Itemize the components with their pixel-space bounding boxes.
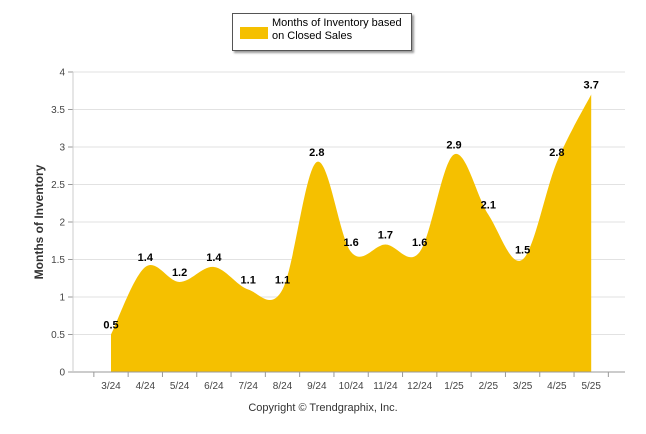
x-tick-label: 11/24 xyxy=(373,381,398,392)
data-label: 2.9 xyxy=(446,140,461,152)
data-labels: 0.5 1.4 1.2 1.4 1.1 1.1 2.8 1.6 1.7 1.6 2.9 2.1 1.5 2… xyxy=(103,80,598,332)
x-tick-label: 4/24 xyxy=(136,381,156,392)
x-tick-label: 1/25 xyxy=(444,381,464,392)
x-tick-label: 6/24 xyxy=(204,381,224,392)
y-tick-label: 0 xyxy=(59,368,65,379)
data-label: 1.6 xyxy=(412,237,427,249)
x-tick-label: 12/24 xyxy=(407,381,432,392)
x-tick-label: 8/24 xyxy=(273,381,293,392)
x-tick-label: 9/24 xyxy=(307,381,327,392)
area-fill xyxy=(111,94,592,372)
data-label: 1.1 xyxy=(275,275,290,287)
x-tick-label: 4/25 xyxy=(547,381,567,392)
y-axis-title: Months of Inventory xyxy=(32,164,46,279)
x-tick-label: 7/24 xyxy=(238,381,258,392)
x-tick-label: 3/25 xyxy=(513,381,533,392)
legend-label: Months of Inventory based on Closed Sale… xyxy=(272,17,402,42)
x-tick-label: 10/24 xyxy=(339,381,364,392)
data-label: 1.4 xyxy=(206,252,222,264)
data-label: 0.5 xyxy=(103,320,118,332)
data-label: 1.1 xyxy=(241,275,256,287)
y-tick-label: 2 xyxy=(59,218,65,229)
x-tick-label: 5/25 xyxy=(581,381,601,392)
y-tick-label: 3 xyxy=(59,143,65,154)
area-series xyxy=(110,94,592,372)
x-tick-label: 5/24 xyxy=(170,381,190,392)
data-label: 2.1 xyxy=(481,200,496,212)
legend: Months of Inventory based on Closed Sale… xyxy=(232,13,412,51)
data-label: 1.5 xyxy=(515,245,530,257)
data-label: 3.7 xyxy=(584,80,599,92)
y-tick-label: 1.5 xyxy=(51,255,65,266)
y-tick-label: 2.5 xyxy=(51,180,65,191)
data-label: 1.7 xyxy=(378,230,393,242)
y-tick-label: 4 xyxy=(59,68,65,79)
data-label: 2.8 xyxy=(549,147,564,159)
x-tick-label: 2/25 xyxy=(479,381,499,392)
data-label: 1.6 xyxy=(343,237,358,249)
x-tick-label: 3/24 xyxy=(101,381,121,392)
axes: 0 0.5 1 1.5 2 2.5 3 3.5 4 3/24 4/24 5/24 6/24 7/24 8/2… xyxy=(51,68,625,392)
copyright-text: Copyright © Trendgraphix, Inc. xyxy=(248,402,398,414)
legend-swatch xyxy=(240,27,268,39)
data-label: 1.2 xyxy=(172,267,187,279)
y-tick-label: 1 xyxy=(59,293,65,304)
y-tick-label: 3.5 xyxy=(51,105,65,116)
y-tick-label: 0.5 xyxy=(51,330,65,341)
data-label: 2.8 xyxy=(309,147,324,159)
data-label: 1.4 xyxy=(138,252,154,264)
